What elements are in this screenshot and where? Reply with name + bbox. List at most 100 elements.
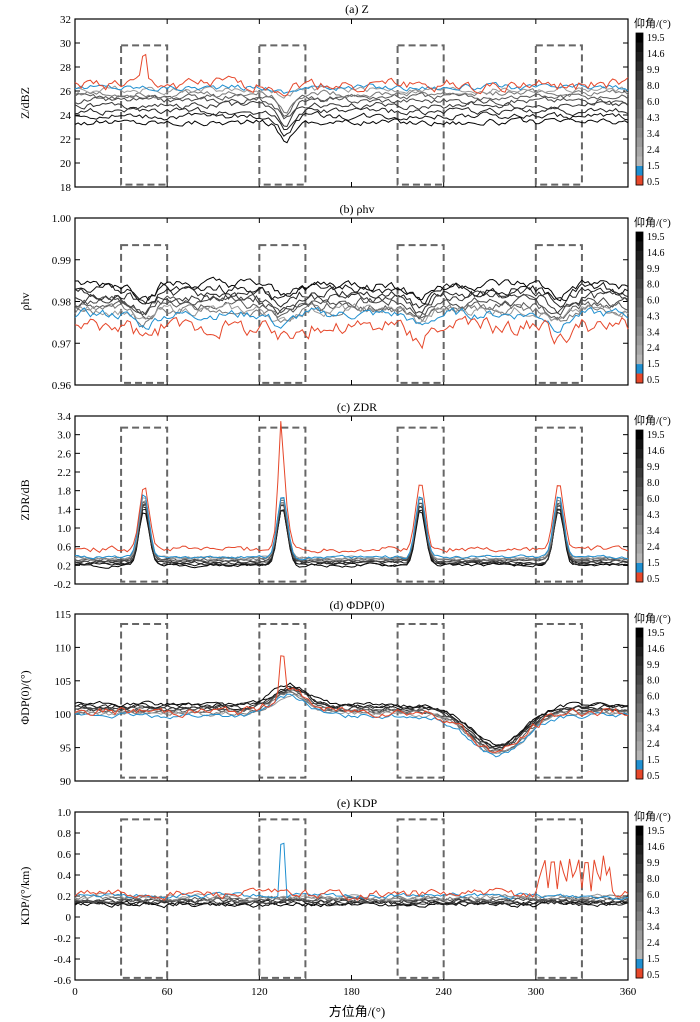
- y-tick-label: 3.4: [57, 411, 71, 423]
- colorbar-label: 9.9: [647, 65, 660, 76]
- y-tick-label: 90: [60, 776, 72, 788]
- y-tick-label: 1.0: [57, 807, 71, 819]
- series-line-19.5: [74, 900, 629, 909]
- dashed-box: [120, 44, 169, 186]
- dashed-box: [396, 623, 445, 779]
- colorbar-segment: [636, 656, 643, 667]
- colorbar-label: 19.5: [647, 826, 665, 837]
- series-line-8.0: [74, 687, 629, 749]
- colorbar-label: 0.5: [647, 375, 660, 386]
- y-tick-label: 28: [60, 62, 72, 74]
- y-tick-label: 20: [60, 158, 72, 170]
- dashed-box: [534, 623, 583, 779]
- colorbar-label: 8.0: [647, 280, 660, 291]
- colorbar-segment: [636, 902, 643, 912]
- series-line-9.9: [74, 106, 629, 131]
- colorbar-segment: [636, 90, 643, 100]
- colorbar-segment: [636, 864, 643, 874]
- colorbar-label: 8.0: [647, 676, 660, 687]
- colorbar-label: 3.4: [647, 129, 660, 140]
- colorbar-segment: [636, 628, 643, 638]
- colorbar-segment: [636, 468, 643, 478]
- series-line-3.4: [74, 498, 629, 562]
- colorbar-label: 2.4: [647, 542, 660, 553]
- panel-a-title: (a) Z: [345, 2, 369, 16]
- y-axis-label: ΦDP(0)/(°): [18, 670, 32, 724]
- colorbar-segment: [636, 703, 643, 714]
- y-tick-label: 0.2: [57, 560, 71, 572]
- series-line-4.3: [74, 92, 629, 117]
- dashed-box: [258, 244, 307, 384]
- colorbar-segment: [636, 109, 643, 119]
- series-line-0.5: [74, 855, 629, 901]
- colorbar-segment: [636, 477, 643, 488]
- colorbar-segment: [636, 684, 643, 695]
- colorbar-label: 19.5: [647, 628, 665, 639]
- dashed-box: [120, 623, 169, 779]
- colorbar-segment: [636, 42, 643, 53]
- panel-e-title: (e) KDP: [337, 796, 378, 810]
- y-axis-label: Z/dBZ: [18, 87, 32, 119]
- colorbar-segment: [636, 959, 643, 969]
- y-tick-label: -0.2: [54, 579, 71, 591]
- colorbar-segment: [636, 147, 643, 157]
- colorbar-segment: [636, 279, 643, 290]
- colorbar-label: 2.4: [647, 343, 660, 354]
- colorbar-label: 2.4: [647, 938, 660, 949]
- series-line-6.0: [74, 293, 629, 320]
- colorbar-segment: [636, 826, 643, 836]
- y-tick-label: 24: [60, 110, 72, 122]
- colorbar-segment: [636, 430, 643, 440]
- x-tick-label: 360: [620, 986, 637, 998]
- colorbar-segment: [636, 722, 643, 733]
- series-line-0.5: [74, 655, 629, 753]
- colorbar-label: 2.4: [647, 145, 660, 156]
- colorbar-label: 2.4: [647, 739, 660, 750]
- colorbar-segment: [636, 166, 643, 176]
- colorbar-segment: [636, 544, 643, 554]
- series-line-3.4: [74, 690, 629, 754]
- x-tick-label: 60: [162, 986, 174, 998]
- colorbar-label: 9.9: [647, 858, 660, 869]
- colorbar-segment: [636, 156, 643, 167]
- series-line-14.6: [74, 110, 629, 137]
- dashed-box: [258, 426, 307, 583]
- colorbar-segment: [636, 354, 643, 365]
- series-line-14.6: [74, 281, 629, 305]
- series-line-2.4: [74, 301, 629, 325]
- panel-c-title: (c) ZDR: [337, 400, 377, 414]
- colorbar-title: 仰角/(°): [634, 809, 671, 823]
- colorbar-segment: [636, 750, 643, 761]
- series-line-6.0: [74, 95, 629, 120]
- series-line-9.9: [74, 286, 629, 309]
- colorbar-label: 1.5: [647, 558, 660, 569]
- colorbar-segment: [636, 99, 643, 110]
- colorbar-segment: [636, 637, 643, 648]
- colorbar-frame: [635, 429, 644, 583]
- x-tick-label: 120: [251, 986, 268, 998]
- colorbar-label: 1.5: [647, 359, 660, 370]
- colorbar-segment: [636, 487, 643, 497]
- colorbar-segment: [636, 854, 643, 865]
- colorbar-segment: [636, 506, 643, 516]
- colorbar-label: 8.0: [647, 478, 660, 489]
- series-line-2.4: [74, 497, 629, 561]
- colorbar-label: 4.3: [647, 113, 660, 124]
- y-tick-label: 0.6: [57, 849, 71, 861]
- y-tick-label: 0.97: [52, 338, 72, 350]
- colorbar-segment: [636, 250, 643, 261]
- colorbar-label: 9.9: [647, 660, 660, 671]
- y-tick-label: 110: [55, 642, 72, 654]
- colorbar-title: 仰角/(°): [634, 611, 671, 625]
- colorbar-segment: [636, 496, 643, 507]
- colorbar-segment: [636, 439, 643, 450]
- series-line-19.5: [74, 276, 629, 305]
- series-line-8.0: [74, 100, 629, 128]
- colorbar-label: 3.4: [647, 723, 660, 734]
- series-line-1.5: [74, 306, 629, 334]
- colorbar-segment: [636, 883, 643, 893]
- colorbar-label: 0.5: [647, 771, 660, 782]
- colorbar-segment: [636, 835, 643, 846]
- colorbar-label: 19.5: [647, 232, 665, 243]
- y-tick-label: 1.4: [57, 504, 71, 516]
